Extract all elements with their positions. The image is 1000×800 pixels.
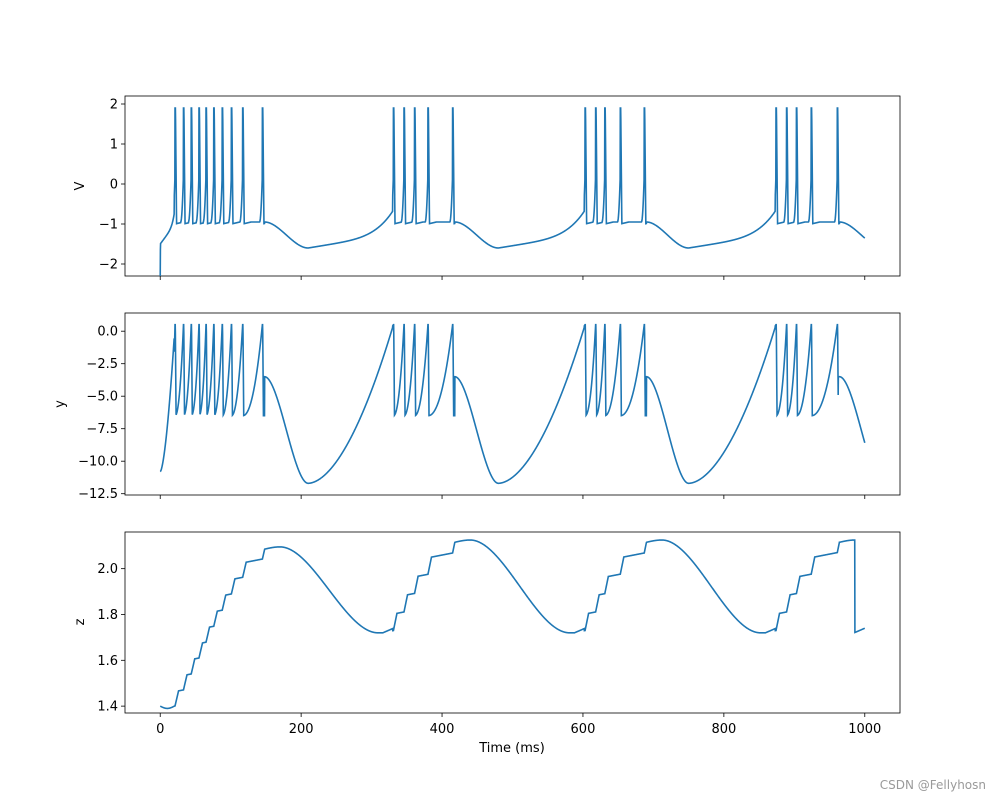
ytick-label: 2.0: [97, 562, 118, 577]
ytick-label: 1: [110, 138, 118, 153]
subplot-y-xticks: [159, 495, 866, 499]
xtick-label: 200: [289, 722, 314, 737]
subplot-z: 1.4 1.6 1.8 2.0 0 200 400 600 800 1000 z Time (m…: [73, 531, 901, 756]
xtick-label: 0: [156, 722, 164, 737]
ylabel-y: y: [53, 400, 68, 408]
ytick-label: 2: [110, 98, 118, 113]
ytick-label: −2: [99, 258, 118, 273]
ytick-label: −1: [99, 218, 118, 233]
subplot-v: −2 −1 0 1 2 V: [73, 95, 901, 280]
subplot-z-yticks: 1.4 1.6 1.8 2.0: [97, 562, 125, 715]
ytick-label: −7.5: [86, 422, 118, 437]
subplot-v-xticks: [159, 276, 866, 280]
subplot-y-yticks: 0.0 −2.5 −5.0 −7.5 −10.0 −12.5: [78, 325, 125, 502]
ytick-label: −10.0: [78, 455, 118, 470]
xtick-label: 800: [711, 722, 736, 737]
ytick-label: −5.0: [86, 390, 118, 405]
series-line-y: [159, 323, 866, 485]
ytick-label: 1.6: [97, 654, 118, 669]
subplot-z-xticks: 0 200 400 600 800 1000: [156, 713, 881, 737]
subplot-y-frame: [124, 312, 901, 496]
subplot-v-yticks: −2 −1 0 1 2: [99, 98, 125, 273]
subplot-z-frame: [124, 531, 901, 714]
series-line-v: [159, 107, 866, 277]
ytick-label: −2.5: [86, 357, 118, 372]
xtick-label: 1000: [848, 722, 881, 737]
xtick-label: 600: [571, 722, 596, 737]
ylabel-z: z: [73, 618, 88, 625]
ytick-label: −12.5: [78, 487, 118, 502]
ytick-label: 1.8: [97, 608, 118, 623]
subplot-v-frame: [124, 95, 901, 277]
ytick-label: 0: [110, 178, 118, 193]
ytick-label: 1.4: [97, 700, 118, 715]
xtick-label: 400: [430, 722, 455, 737]
ytick-label: 0.0: [97, 325, 118, 340]
subplot-y: 0.0 −2.5 −5.0 −7.5 −10.0 −12.5 y: [53, 312, 901, 502]
watermark-text: CSDN @Fellyhosn: [879, 778, 986, 792]
ylabel-v: V: [73, 181, 88, 190]
xlabel-time: Time (ms): [478, 741, 545, 756]
series-line-z: [159, 539, 866, 710]
